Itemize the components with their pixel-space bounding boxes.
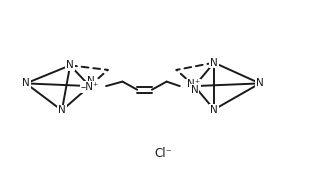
Text: N: N xyxy=(210,58,218,68)
Text: Cl⁻: Cl⁻ xyxy=(154,147,172,160)
Text: N: N xyxy=(256,78,264,88)
Text: N: N xyxy=(210,104,218,115)
Text: N: N xyxy=(66,60,74,70)
Text: N⁺: N⁺ xyxy=(187,79,200,89)
Text: N: N xyxy=(87,76,95,86)
Text: N: N xyxy=(58,105,66,115)
Text: N: N xyxy=(190,85,198,95)
Text: –N⁺: –N⁺ xyxy=(81,82,99,92)
Text: N: N xyxy=(22,78,30,88)
